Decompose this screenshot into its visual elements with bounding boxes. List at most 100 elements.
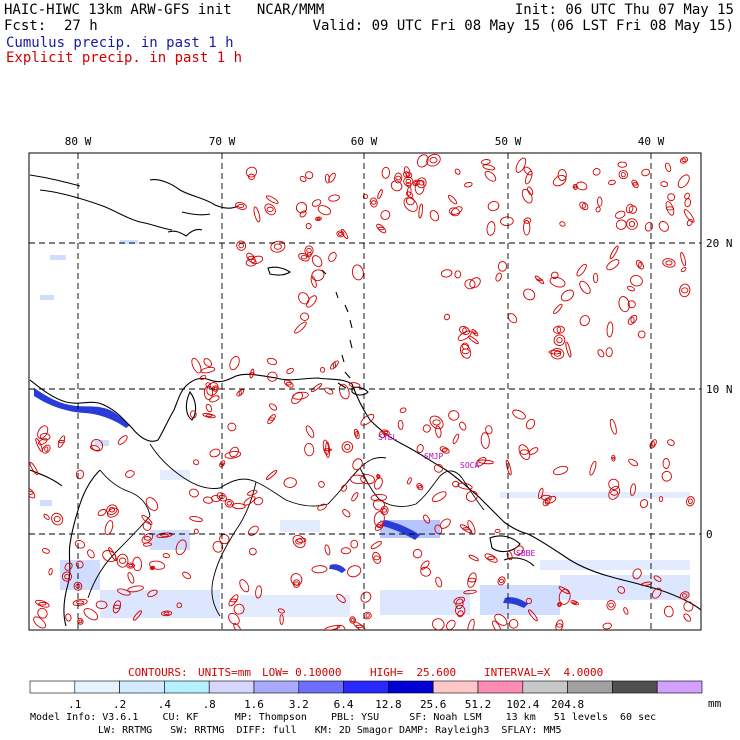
precip-contour: [521, 188, 533, 204]
precip-contour: [41, 548, 50, 554]
precip-contour-inner: [432, 419, 441, 426]
precip-contour: [684, 192, 690, 200]
precip-contour: [525, 418, 536, 430]
precip-contour-inner: [370, 200, 377, 205]
precip-contour: [618, 296, 630, 313]
precip-contour-inner: [76, 600, 85, 605]
precip-contour: [399, 407, 407, 414]
precip-contour-inner: [226, 501, 232, 506]
precip-contour: [73, 581, 83, 591]
precip-contour: [454, 168, 461, 175]
precip-contour: [305, 171, 314, 180]
precip-contour-inner: [487, 556, 495, 560]
precip-contour: [528, 609, 538, 622]
precip-contour: [77, 618, 84, 625]
precip-contour: [295, 202, 308, 214]
precip-contour: [324, 173, 330, 184]
precip-contour: [370, 493, 388, 502]
precip-contour: [512, 409, 526, 420]
precip-contour: [661, 470, 672, 482]
precip-contour: [663, 605, 674, 618]
precip-contour: [374, 521, 385, 531]
precip-contour: [552, 465, 569, 476]
precip-contour: [494, 528, 501, 534]
precip-contour: [311, 255, 323, 268]
precip-contour: [236, 389, 245, 397]
precip-contour: [203, 358, 213, 367]
precip-contour: [524, 170, 533, 185]
precip-contour: [266, 357, 278, 366]
precip-contour-inner: [581, 203, 586, 209]
precip-contour: [48, 568, 53, 576]
precip-contour: [565, 341, 572, 358]
precip-contour: [117, 435, 128, 445]
contours-interval: INTERVAL=X 4.0000: [484, 666, 604, 679]
precip-contour: [597, 349, 605, 358]
precip-contour-inner: [681, 287, 689, 294]
precip-contour: [236, 240, 247, 251]
precip-contour: [267, 371, 278, 382]
precip-contour: [552, 175, 567, 187]
precip-contour: [51, 512, 64, 526]
precip-contour: [351, 492, 359, 502]
colorbar-swatch: [522, 680, 568, 694]
precip-contour: [372, 551, 382, 564]
precip-contour: [508, 618, 519, 629]
precip-contour: [74, 539, 86, 549]
precip-contour-inner: [355, 431, 359, 437]
precip-contour: [553, 334, 566, 346]
precip-contour: [630, 274, 643, 287]
precip-contour: [679, 283, 691, 298]
precip-contour: [189, 515, 203, 523]
precip-contour: [193, 459, 200, 466]
precip-contour: [523, 219, 531, 236]
precip-contour: [290, 573, 303, 586]
precip-contour: [304, 245, 314, 256]
precip-contour: [420, 566, 432, 577]
precip-contour: [464, 181, 473, 188]
precip-contour: [265, 469, 278, 480]
precip-contour: [680, 251, 687, 267]
precip-contour: [253, 206, 261, 223]
precip-contour: [188, 488, 199, 498]
station-soca: SOCA: [460, 461, 479, 470]
precip-contour: [617, 586, 626, 594]
precip-contour: [212, 541, 224, 553]
precip-contour: [431, 491, 447, 503]
precip-contour: [589, 460, 597, 476]
lon-tick-50w: 50 W: [495, 135, 522, 148]
colorbar-swatch: [164, 680, 210, 694]
precip-contour: [248, 547, 257, 556]
precip-contour-inner: [332, 361, 336, 369]
precip-contour: [606, 259, 620, 271]
precip-contour: [468, 554, 479, 562]
precip-contour: [35, 599, 50, 608]
precip-contour: [376, 473, 381, 479]
precip-contour: [353, 621, 366, 630]
precip-contour: [523, 166, 533, 176]
precip-contour: [219, 534, 230, 545]
precip-contour: [127, 585, 144, 593]
precip-contour: [576, 181, 588, 191]
precip-contour: [485, 425, 493, 435]
precip-contour: [615, 219, 627, 230]
header-title: HAIC-HIWC 13km ARW-GFS init NCAR/MMM: [4, 2, 325, 18]
colorbar-label: 12.8: [375, 698, 402, 711]
precip-contour-inner: [665, 206, 674, 211]
precip-contour: [482, 164, 496, 171]
precip-contour: [37, 425, 49, 439]
precip-contour: [233, 603, 245, 615]
precip-contour-inner: [373, 555, 380, 561]
precip-contour: [245, 258, 257, 267]
colorbar-label: .4: [157, 698, 172, 711]
precip-contour-inner: [376, 524, 383, 528]
colorbar-swatch: [612, 680, 658, 694]
precip-contour: [39, 432, 51, 441]
precip-contour: [553, 303, 563, 315]
lat-tick-0: 0: [706, 528, 713, 541]
precip-contour: [306, 295, 317, 308]
precip-contour-inner: [556, 337, 563, 344]
precip-contour: [292, 391, 309, 400]
precip-contour: [350, 539, 359, 549]
precip-contour-inner: [300, 255, 308, 260]
